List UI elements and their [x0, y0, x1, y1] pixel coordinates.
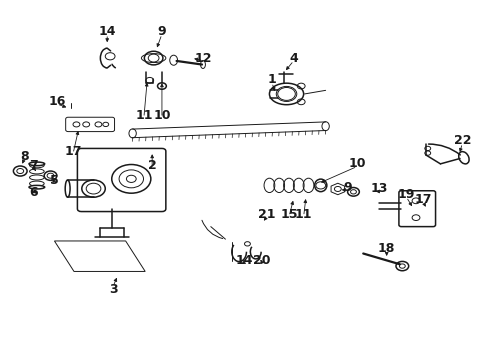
Circle shape	[44, 171, 57, 180]
Text: 8: 8	[20, 150, 28, 163]
Ellipse shape	[65, 180, 70, 197]
Circle shape	[13, 166, 27, 176]
Text: 14: 14	[235, 254, 253, 267]
Text: 20: 20	[253, 254, 271, 267]
Text: 17: 17	[415, 193, 432, 206]
Circle shape	[146, 77, 154, 83]
Circle shape	[105, 53, 115, 60]
Text: 7: 7	[29, 159, 38, 172]
Ellipse shape	[158, 83, 166, 89]
Ellipse shape	[459, 152, 469, 164]
Ellipse shape	[145, 51, 163, 65]
Text: 18: 18	[378, 242, 395, 255]
Text: 9: 9	[343, 181, 352, 194]
Ellipse shape	[29, 185, 45, 189]
Text: 9: 9	[158, 25, 166, 38]
FancyBboxPatch shape	[399, 191, 436, 226]
Text: 12: 12	[195, 51, 212, 64]
Text: 2: 2	[148, 159, 156, 172]
Polygon shape	[54, 241, 145, 271]
Text: 1: 1	[268, 73, 276, 86]
Circle shape	[347, 188, 359, 196]
FancyBboxPatch shape	[77, 148, 166, 212]
FancyBboxPatch shape	[66, 117, 115, 132]
Text: 16: 16	[48, 95, 66, 108]
Ellipse shape	[200, 60, 205, 68]
Text: 10: 10	[153, 109, 171, 122]
Text: 5: 5	[50, 174, 59, 186]
Text: 15: 15	[280, 208, 298, 221]
Text: 4: 4	[290, 51, 298, 64]
Text: 21: 21	[258, 208, 276, 221]
Text: 22: 22	[454, 134, 471, 147]
Ellipse shape	[315, 179, 327, 192]
Text: 11: 11	[135, 109, 152, 122]
Text: 10: 10	[348, 157, 366, 170]
Ellipse shape	[322, 122, 329, 131]
Text: 14: 14	[98, 25, 116, 38]
Ellipse shape	[129, 129, 136, 138]
Text: 17: 17	[64, 145, 82, 158]
Ellipse shape	[82, 180, 105, 197]
Text: 19: 19	[397, 188, 415, 201]
Text: 13: 13	[370, 183, 388, 195]
Ellipse shape	[270, 83, 304, 105]
Ellipse shape	[170, 55, 177, 65]
Ellipse shape	[29, 162, 45, 166]
Text: 6: 6	[29, 186, 38, 199]
Text: 3: 3	[109, 283, 118, 296]
Circle shape	[396, 261, 409, 271]
Circle shape	[112, 165, 151, 193]
Text: 11: 11	[295, 208, 313, 221]
